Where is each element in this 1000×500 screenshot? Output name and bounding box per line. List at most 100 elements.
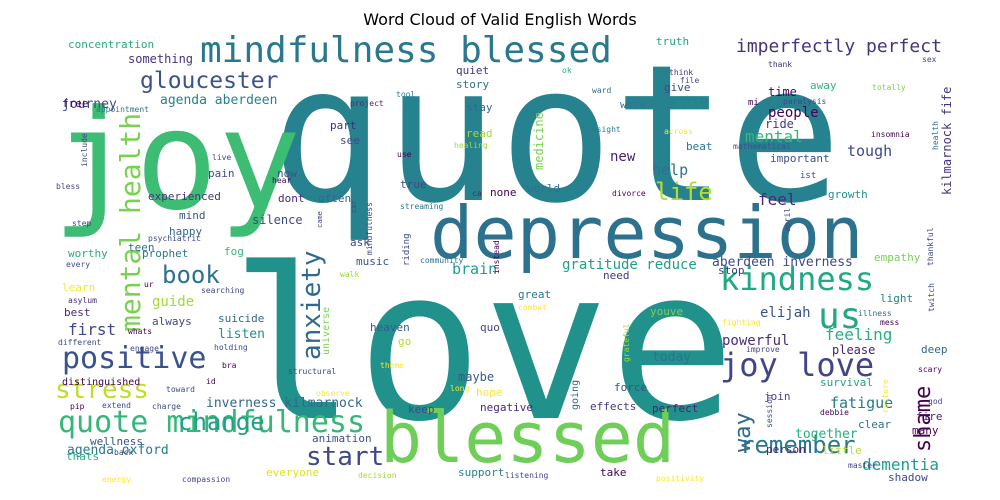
word-step: step [72,219,91,228]
word-change: change [178,408,265,436]
word-ur: ur [144,280,154,289]
word-appointment: appointment [96,105,149,114]
word-clear: clear [858,418,891,431]
word-read: read [466,127,493,140]
word-life: life [655,178,713,206]
word-stop: stop [718,264,745,277]
word-see: see [340,134,360,147]
word-happy: happy [169,225,202,238]
word-project: project [350,99,384,108]
word-energy: energy [102,475,131,484]
word-pip: pip [70,402,85,411]
word-pain: pain [208,167,235,180]
word-decision: decision [358,471,397,480]
word-time: time [768,85,797,99]
word-many: many [912,424,939,437]
word-important: important [770,152,830,165]
word-charge: charge [152,402,181,411]
word-gloucester: gloucester [140,68,278,94]
word-part: part [330,119,357,132]
word-positive: positive [62,341,207,376]
word-streaming: streaming [400,202,444,211]
word-mental-health: mental health [114,113,147,332]
word-wellness: wellness [90,435,143,448]
word-structural: structural [288,367,336,376]
word-observe: observe [316,389,350,398]
word-engage: engage [130,344,159,353]
word-none: none [490,186,517,199]
word-quo: quo [480,321,500,334]
word-live: live [212,153,231,162]
word-love: love [230,223,736,468]
word-stress: stress [55,375,149,405]
word-sex: sex [922,55,937,64]
word-mind: mind [179,209,206,222]
word-mathematical: mathematical [733,142,791,151]
word-feeling: feeling [825,325,892,344]
word-walk: walk [340,270,359,279]
word-toward: toward [166,385,195,394]
word-scary: scary [918,365,942,374]
word-extend: extend [102,401,131,410]
word-light: light [880,292,913,305]
word-imperfectly-perfect: imperfectly perfect [736,36,942,57]
word-journey: journey [62,97,117,112]
word-join: join [764,390,791,403]
word-something: something [128,52,193,66]
word-force: force [614,381,647,394]
word-teen: teen [128,241,155,254]
word-go: go [398,335,411,348]
word-youve: youve [650,305,683,318]
word-aberdeen-inverness: aberdeen inverness [712,255,853,270]
word-improve: improve [746,345,780,354]
word-dementia: dementia [862,455,939,474]
word-depression: depression [430,191,863,275]
word-twitch: twitch [927,283,936,312]
word-silence: silence [252,213,303,227]
word-paralysis: paralysis [783,97,827,106]
word-distinguished: distinguished [62,377,140,388]
word-please: please [832,343,875,357]
word-session: session [765,394,774,428]
word-heaven: heaven [370,321,410,334]
word-agenda-oxford: agenda oxford [67,443,169,458]
word-beat: beat [686,140,713,153]
word-stay: stay [466,101,493,114]
word-going: going [570,380,581,410]
word-now: now [277,167,297,180]
word-mess: mess [880,318,899,327]
word-think: think [669,68,693,77]
word-universe: universe [321,307,332,355]
word-health: health [931,121,940,150]
word-god: god [928,397,943,406]
word-grateful: grateful [622,323,631,362]
word-inverness-kilmarnock: inverness kilmarnock [206,396,363,411]
word-away: away [810,79,837,92]
word-different: different [58,338,102,347]
word-searching: searching [201,286,245,295]
word-book: book [162,261,220,289]
word-truth: truth [656,35,689,48]
word-great: great [518,288,551,301]
word-anxiety: anxiety [297,250,327,360]
word-deep: deep [921,343,948,356]
word-need: need [603,269,630,282]
word-hope: hope [476,386,503,399]
word-little: little [822,444,862,457]
word-community: community [420,256,464,265]
word-fire: fire [916,410,943,423]
word-best: best [64,306,91,319]
word-use: use [397,150,412,159]
word-compassion: compassion [182,475,230,484]
word-brain: brain [452,260,497,278]
word-debbie: debbie [820,408,849,417]
word-perfect: perfect [652,402,698,415]
word-include: include [80,133,89,167]
word-ward: ward [592,86,611,95]
word-true: true [400,178,427,191]
word-together: together [795,427,858,442]
word-animation: animation [312,432,372,445]
word-give: give [664,81,691,94]
word-prophet: prophet [142,247,188,260]
